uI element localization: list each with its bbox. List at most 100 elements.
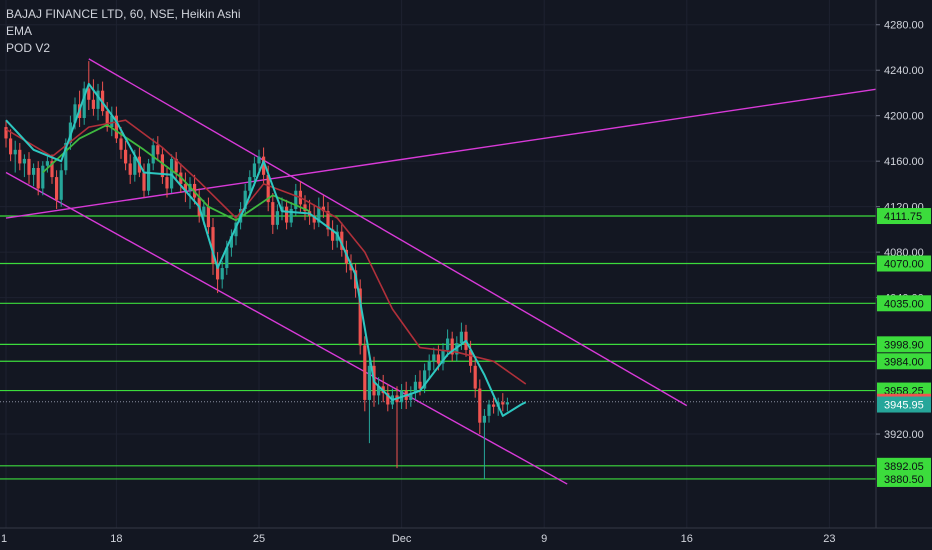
candle bbox=[317, 197, 321, 228]
candle-body bbox=[312, 215, 316, 223]
candle bbox=[275, 204, 279, 230]
candle-body bbox=[36, 167, 40, 189]
candle bbox=[469, 340, 473, 373]
candle-body bbox=[257, 156, 261, 164]
level-price-label-bg bbox=[877, 255, 931, 272]
candle bbox=[487, 399, 491, 423]
indicator-pod-label[interactable]: POD V2 bbox=[6, 41, 51, 55]
candle bbox=[147, 158, 151, 196]
candle-body bbox=[331, 229, 335, 241]
candle bbox=[59, 163, 63, 207]
candle bbox=[9, 129, 13, 162]
candle-body bbox=[110, 115, 114, 128]
candle-body bbox=[423, 370, 427, 389]
candle bbox=[289, 202, 293, 228]
candle bbox=[386, 384, 390, 412]
candle bbox=[441, 343, 445, 371]
candle-body bbox=[160, 154, 164, 178]
price-tick-label: 4240.00 bbox=[884, 65, 924, 77]
candle-body bbox=[87, 88, 91, 100]
candle bbox=[211, 218, 215, 275]
level-price-label-text: 3892.05 bbox=[884, 461, 924, 473]
candle-body bbox=[252, 163, 256, 178]
candle-body bbox=[114, 115, 118, 139]
candle-body bbox=[18, 149, 22, 164]
candle-body bbox=[294, 190, 298, 209]
candle bbox=[142, 163, 146, 198]
level-price-label-text: 3998.90 bbox=[884, 339, 924, 351]
candle-body bbox=[469, 349, 473, 366]
candle-body bbox=[91, 99, 95, 109]
candle-body bbox=[358, 288, 362, 346]
candle bbox=[22, 154, 26, 178]
price-axis: 4280.004240.004200.004160.004120.004080.… bbox=[875, 0, 932, 550]
candle-body bbox=[450, 338, 454, 355]
candle-body bbox=[275, 211, 279, 225]
level-price-label-bg bbox=[877, 353, 931, 370]
level-price-label-bg bbox=[877, 336, 931, 353]
candle bbox=[340, 222, 344, 257]
level-price-label: 3880.50 bbox=[877, 470, 931, 487]
candle-body bbox=[289, 208, 293, 223]
time-tick-label: 9 bbox=[541, 533, 547, 545]
candle bbox=[409, 386, 413, 407]
candle bbox=[363, 336, 367, 412]
candle bbox=[114, 106, 118, 143]
candle-body bbox=[13, 149, 17, 155]
candle bbox=[321, 195, 325, 219]
candle bbox=[478, 379, 482, 435]
candle bbox=[124, 140, 128, 171]
candle-body bbox=[505, 402, 509, 405]
candle-body bbox=[418, 381, 422, 389]
candle bbox=[432, 347, 436, 371]
level-price-label-text: 4070.00 bbox=[884, 259, 924, 271]
candle bbox=[326, 202, 330, 237]
candle-body bbox=[142, 172, 146, 191]
time-tick-label: Dec bbox=[392, 533, 412, 545]
candle bbox=[101, 81, 105, 116]
candle bbox=[45, 156, 49, 173]
candle-body bbox=[206, 206, 210, 228]
horizontal-levels bbox=[0, 215, 876, 480]
time-tick-label: 16 bbox=[681, 533, 693, 545]
candle bbox=[252, 156, 256, 187]
candle bbox=[165, 167, 169, 198]
candle-body bbox=[248, 177, 252, 191]
candle bbox=[473, 356, 477, 398]
indicator-ema-label[interactable]: EMA bbox=[6, 24, 33, 38]
candle-body bbox=[4, 127, 8, 139]
candle-body bbox=[478, 388, 482, 423]
candle-body bbox=[9, 138, 13, 155]
candle bbox=[427, 354, 431, 380]
secondary-price-label: 3945.95 bbox=[877, 396, 931, 413]
candle-body bbox=[156, 145, 160, 155]
ema-slow-line bbox=[5, 119, 527, 385]
candle bbox=[170, 154, 174, 194]
price-tick-label: 4160.00 bbox=[884, 156, 924, 168]
candle bbox=[128, 154, 132, 184]
price-tick-label: 3920.00 bbox=[884, 429, 924, 441]
secondary-price-label-bg bbox=[877, 396, 931, 413]
candle-body bbox=[59, 170, 63, 200]
candle-body bbox=[487, 404, 491, 416]
candle bbox=[32, 163, 36, 187]
candle bbox=[82, 81, 86, 125]
symbol-title: BAJAJ FINANCE LTD, 60, NSE, Heikin Ashi bbox=[6, 7, 241, 21]
candle-body bbox=[243, 190, 247, 209]
candle bbox=[183, 172, 187, 203]
candle-body bbox=[174, 158, 178, 173]
candle bbox=[174, 152, 178, 180]
candle-body bbox=[271, 202, 275, 225]
candle-body bbox=[459, 331, 463, 344]
candle-body bbox=[151, 145, 155, 164]
level-price-label-text: 4035.00 bbox=[884, 298, 924, 310]
trendlines bbox=[5, 58, 890, 485]
candle bbox=[55, 170, 59, 209]
candle-body bbox=[22, 158, 26, 164]
candle-body bbox=[41, 165, 45, 189]
level-price-label-text: 3880.50 bbox=[884, 474, 924, 486]
candle-body bbox=[211, 227, 215, 264]
